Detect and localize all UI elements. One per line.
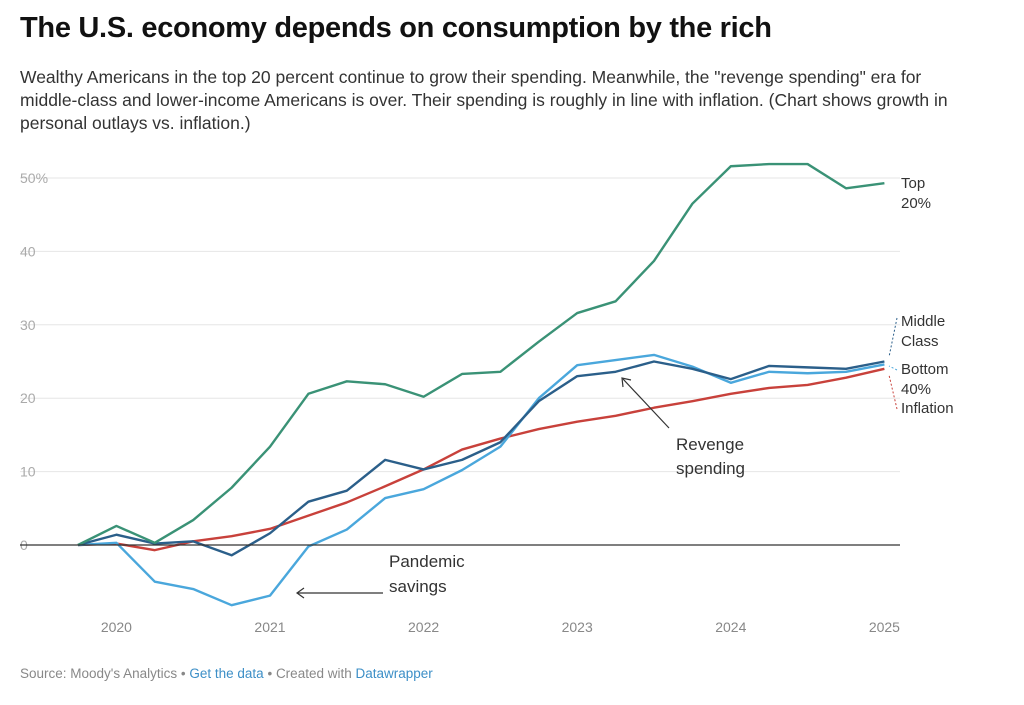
y-tick-label: 20 [20, 390, 36, 406]
separator: • [177, 666, 190, 681]
y-tick-label: 50% [20, 170, 48, 186]
label-leader [888, 374, 898, 410]
get-data-link[interactable]: Get the data [189, 666, 264, 681]
arrow-head-icon [621, 377, 632, 388]
source-text: Source: Moody's Analytics [20, 666, 178, 681]
label-leader [888, 365, 898, 371]
series-label: Middle [901, 313, 945, 330]
series-label: 20% [901, 195, 931, 212]
series-line-inflation [77, 367, 885, 552]
series-label: 40% [901, 381, 931, 398]
y-tick-label: 40 [20, 243, 36, 259]
series-label: Bottom [901, 361, 949, 378]
x-tick-label: 2025 [869, 619, 900, 635]
annotation-pandemic-savings: Pandemic [389, 552, 465, 571]
annotation-revenge-spending: spending [676, 459, 745, 478]
label-leader [888, 317, 898, 358]
y-tick-label: 10 [20, 464, 36, 480]
chart-title: The U.S. economy depends on consumption … [20, 12, 772, 44]
series-label: Class [901, 333, 939, 350]
arrow-head-icon [295, 587, 305, 599]
x-tick-label: 2022 [408, 619, 439, 635]
annotation-pandemic-savings: savings [389, 577, 447, 596]
x-tick-label: 2021 [254, 619, 285, 635]
series-line-top-20- [77, 162, 885, 547]
annotation-arrow [622, 378, 670, 429]
x-tick-label: 2023 [562, 619, 593, 635]
x-tick-label: 2020 [101, 619, 132, 635]
annotation-revenge-spending: Revenge [676, 435, 744, 454]
series-label: Inflation [901, 400, 954, 417]
datawrapper-link[interactable]: Datawrapper [355, 666, 433, 681]
series-line-middle-class [77, 360, 885, 557]
y-tick-label: 30 [20, 317, 36, 333]
separator: • [263, 666, 276, 681]
x-tick-label: 2024 [715, 619, 746, 635]
series-label: Top [901, 175, 925, 192]
series-line-bottom-40- [77, 353, 885, 607]
chart-subtitle: Wealthy Americans in the top 20 percent … [20, 67, 948, 133]
footer: Source: Moody's Analytics • Get the data… [20, 666, 433, 681]
created-text: Created with [275, 666, 352, 681]
